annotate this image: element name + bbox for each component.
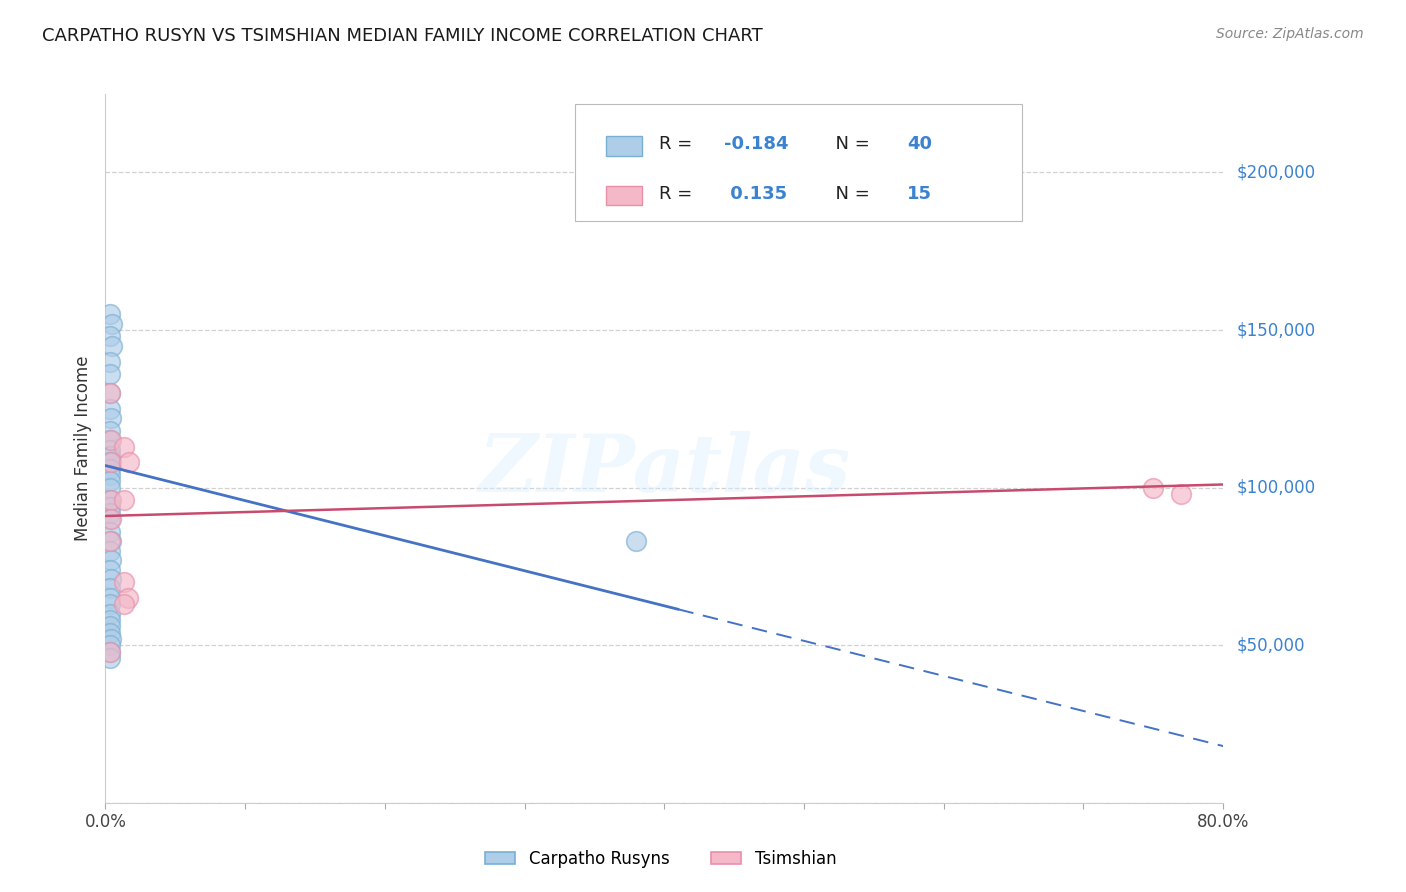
Point [98,354,121,368]
Text: 40: 40 [907,136,932,153]
Point [98,563,121,577]
Legend: Carpatho Rusyns, Tsimshian: Carpatho Rusyns, Tsimshian [479,844,842,875]
Point [98,386,121,401]
Point [100,632,122,646]
Point [98,644,121,658]
Point [98,475,121,489]
Point [98,644,121,658]
Point [100,493,122,508]
Text: Source: ZipAtlas.com: Source: ZipAtlas.com [1216,27,1364,41]
Point [100,534,122,549]
Point [117,591,139,605]
Point [98,386,121,401]
Text: N =: N = [824,136,876,153]
Point [100,512,122,526]
Point [112,440,135,454]
Point [98,307,121,321]
Point [100,553,122,567]
Y-axis label: Median Family Income: Median Family Income [75,356,93,541]
Point [98,512,121,526]
Point [98,543,121,558]
Point [98,524,121,539]
Point [98,481,121,495]
Point [98,534,121,549]
Point [112,597,135,611]
Text: $150,000: $150,000 [1237,321,1316,339]
Point [118,455,141,469]
Point [1142,481,1164,495]
Point [626,534,648,549]
Point [98,613,121,627]
Text: ZIPatlas: ZIPatlas [478,431,851,508]
Point [98,591,121,605]
Point [98,625,121,640]
Point [98,434,121,448]
Text: 15: 15 [907,185,932,202]
Point [1170,487,1192,501]
Point [100,455,122,469]
Point [98,582,121,596]
Point [100,434,122,448]
Point [98,442,121,457]
Text: $50,000: $50,000 [1237,636,1306,654]
Text: R =: R = [659,136,697,153]
FancyBboxPatch shape [606,186,643,205]
Point [98,506,121,520]
Point [98,449,121,463]
Point [98,468,121,483]
Point [98,461,121,475]
Point [100,572,122,586]
Point [112,575,135,590]
Point [98,401,121,416]
Text: -0.184: -0.184 [724,136,789,153]
FancyBboxPatch shape [606,136,643,155]
Point [98,424,121,438]
Point [98,597,121,611]
Text: $200,000: $200,000 [1237,163,1316,181]
Text: $100,000: $100,000 [1237,479,1316,497]
Text: R =: R = [659,185,697,202]
Point [98,500,121,514]
Point [112,493,135,508]
Point [98,619,121,633]
Point [98,329,121,343]
Point [98,455,121,469]
Point [98,607,121,621]
FancyBboxPatch shape [575,104,1022,221]
Point [98,493,121,508]
Point [98,638,121,652]
Point [101,317,124,331]
Point [101,339,124,353]
Text: 0.135: 0.135 [724,185,787,202]
Point [98,367,121,381]
Text: N =: N = [824,185,876,202]
Text: CARPATHO RUSYN VS TSIMSHIAN MEDIAN FAMILY INCOME CORRELATION CHART: CARPATHO RUSYN VS TSIMSHIAN MEDIAN FAMIL… [42,27,763,45]
Point [100,411,122,425]
Point [98,650,121,665]
